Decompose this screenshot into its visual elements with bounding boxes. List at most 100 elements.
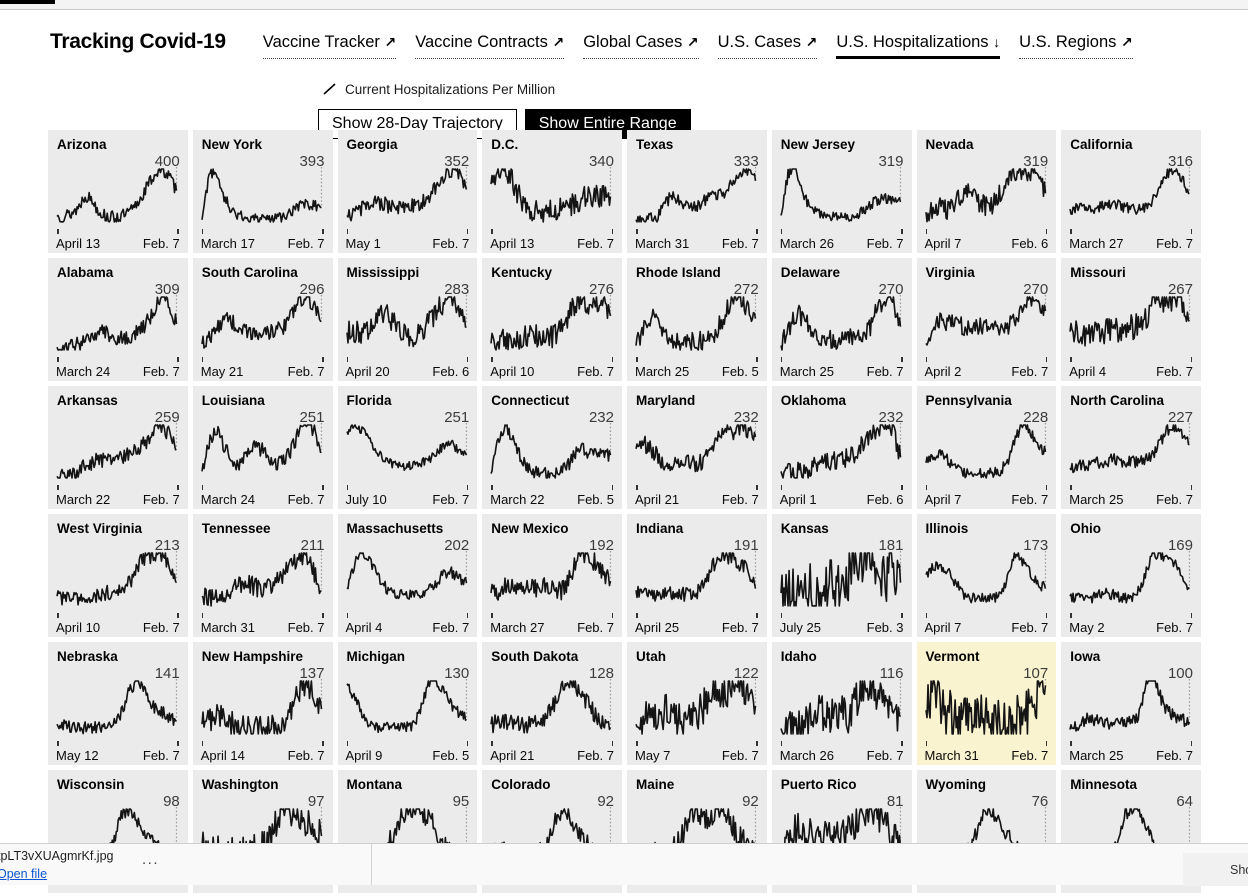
end-date-label: Feb. 5: [432, 748, 469, 763]
start-date-label: April 7: [925, 236, 962, 251]
start-date-label: March 27: [490, 620, 544, 635]
end-date-label: Feb. 7: [1156, 620, 1193, 635]
axis-tick-start: [1070, 485, 1072, 490]
start-date-label: April 13: [490, 236, 534, 251]
axis-tick-end: [322, 485, 324, 490]
axis-tick-end: [1191, 229, 1193, 234]
hospitalizations-line: [781, 553, 900, 606]
hospitalizations-line: [347, 297, 466, 347]
legend-label: Current Hospitalizations Per Million: [345, 82, 555, 97]
axis-tick-end: [322, 613, 324, 618]
hospitalizations-line: [491, 425, 610, 478]
start-date-label: April 13: [56, 236, 100, 251]
end-date-label: Feb. 6: [1011, 236, 1048, 251]
start-date-label: April 7: [925, 620, 962, 635]
sparkline-chart: [201, 167, 324, 227]
axis-tick-end: [1046, 357, 1048, 362]
start-date-label: March 27: [1069, 236, 1123, 251]
state-name: Mississippi: [347, 265, 420, 280]
axis-tick-end: [1046, 613, 1048, 618]
open-file-link[interactable]: Open file: [0, 867, 47, 881]
external-link-arrow-icon: ↗: [552, 34, 564, 50]
nav-item-vaccine-contracts[interactable]: Vaccine Contracts ↗: [415, 33, 564, 59]
start-date-label: July 10: [346, 492, 387, 507]
axis-tick-start: [347, 357, 349, 362]
nav-item-u-s-regions[interactable]: U.S. Regions ↗: [1019, 33, 1133, 59]
download-item[interactable]: tpLT3vXUAgmrKf.jpg Open file ...: [0, 844, 372, 885]
axis-tick-end: [901, 229, 903, 234]
hospitalizations-line: [491, 553, 610, 600]
nav-item-vaccine-tracker[interactable]: Vaccine Tracker ↗: [263, 33, 396, 59]
download-more-options-button[interactable]: ...: [142, 851, 159, 868]
state-name: New Jersey: [781, 137, 855, 152]
end-date-label: Feb. 7: [577, 748, 614, 763]
sparkline-chart: [201, 551, 324, 611]
nav-item-global-cases[interactable]: Global Cases ↗: [583, 33, 698, 59]
axis-tick-start: [491, 613, 493, 618]
end-date-label: Feb. 7: [1011, 748, 1048, 763]
start-date-label: March 24: [56, 364, 110, 379]
state-name: New Mexico: [491, 521, 568, 536]
end-date-label: Feb. 7: [1156, 236, 1193, 251]
state-name: Arkansas: [57, 393, 118, 408]
show-all-downloads-button[interactable]: Sho: [1183, 853, 1248, 886]
end-date-label: Feb. 7: [288, 620, 325, 635]
axis-tick-end: [177, 741, 179, 746]
end-date-label: Feb. 7: [143, 748, 180, 763]
sparkline-chart: [201, 423, 324, 483]
nav-item-u-s-cases[interactable]: U.S. Cases ↗: [718, 33, 818, 59]
state-name: North Carolina: [1070, 393, 1164, 408]
axis-tick-end: [1046, 229, 1048, 234]
hospitalizations-line: [202, 553, 321, 606]
axis-tick-end: [467, 741, 469, 746]
nav-item-u-s-hospitalizations[interactable]: U.S. Hospitalizations ↓: [836, 33, 1000, 59]
hospitalizations-line: [636, 169, 755, 222]
end-date-label: Feb. 7: [143, 492, 180, 507]
page-top-strip: [0, 0, 1248, 10]
axis-tick-end: [177, 485, 179, 490]
state-name: Colorado: [491, 777, 550, 792]
legend: Current Hospitalizations Per Million: [322, 81, 1248, 97]
state-name: Indiana: [636, 521, 683, 536]
